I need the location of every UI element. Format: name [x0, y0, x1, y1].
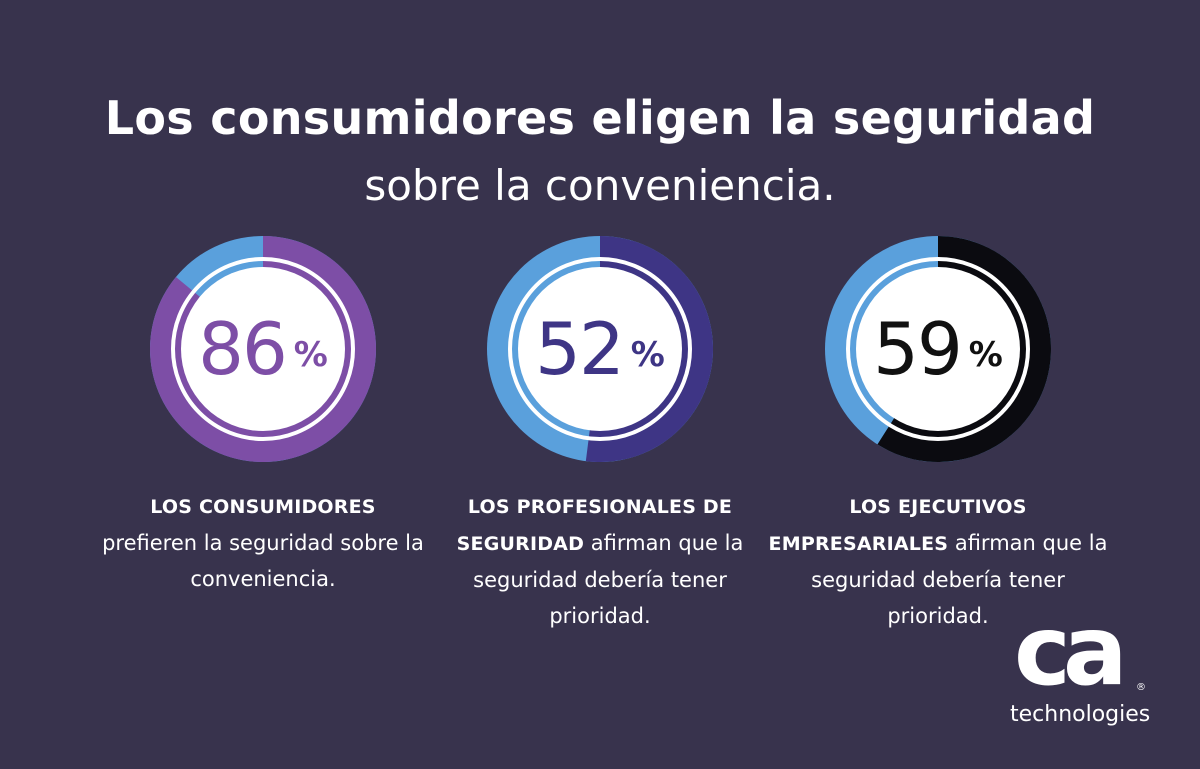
stat-card-business-executives: 59 % LOS EJECUTIVOS EMPRESARIALES afirma…: [768, 236, 1108, 634]
stat-caption: LOS CONSUMIDORES prefieren la seguridad …: [93, 488, 433, 597]
caption-bold: LOS EJECUTIVOS EMPRESARIALES: [768, 496, 1027, 555]
percentage-value: 86: [198, 307, 288, 391]
percentage-label: 52 %: [487, 236, 713, 462]
donut-center: [181, 267, 345, 431]
donut-svg: [487, 236, 713, 462]
donut-svg: [825, 236, 1051, 462]
headline: Los consumidores eligen la seguridad: [104, 91, 1096, 145]
stat-card-security-professionals: 52 % LOS PROFESIONALES DE SEGURIDAD afir…: [430, 236, 770, 634]
percentage-sign: %: [968, 335, 1003, 375]
stat-caption: LOS PROFESIONALES DE SEGURIDAD afirman q…: [430, 488, 770, 634]
percentage-sign: %: [630, 335, 665, 375]
percentage-value: 52: [535, 307, 625, 391]
inner-ring-line: [846, 257, 1030, 441]
stat-caption: LOS EJECUTIVOS EMPRESARIALES afirman que…: [768, 488, 1108, 634]
caption-text: afirman que la seguridad debería tener p…: [811, 531, 1108, 628]
inner-ring-line: [508, 257, 692, 441]
percentage-label: 59 %: [825, 236, 1051, 462]
donut-center: [518, 267, 682, 431]
donut-svg: [150, 236, 376, 462]
ca-technologies-logo: ca ® technologies: [1002, 596, 1162, 734]
percentage-value: 59: [873, 307, 963, 391]
donut-chart: 59 %: [825, 236, 1051, 462]
registered-mark: ®: [1136, 682, 1146, 693]
percentage-label: 86 %: [150, 236, 376, 462]
logo-wordmark: technologies: [1010, 702, 1151, 727]
inner-ring-line: [171, 257, 355, 441]
donut-chart: 52 %: [487, 236, 713, 462]
caption-text: afirman que la seguridad debería tener p…: [473, 531, 744, 628]
donut-center: [856, 267, 1020, 431]
caption-bold: LOS CONSUMIDORES: [150, 496, 376, 518]
subheadline: sobre la conveniencia.: [364, 161, 836, 210]
logo-mark: ca: [1014, 595, 1128, 707]
caption-text: prefieren la seguridad sobre la convenie…: [102, 531, 424, 591]
percentage-sign: %: [293, 335, 328, 375]
donut-chart: 86 %: [150, 236, 376, 462]
caption-bold: LOS PROFESIONALES DE SEGURIDAD: [456, 496, 733, 555]
stat-card-consumers: 86 % LOS CONSUMIDORES prefieren la segur…: [93, 236, 433, 597]
